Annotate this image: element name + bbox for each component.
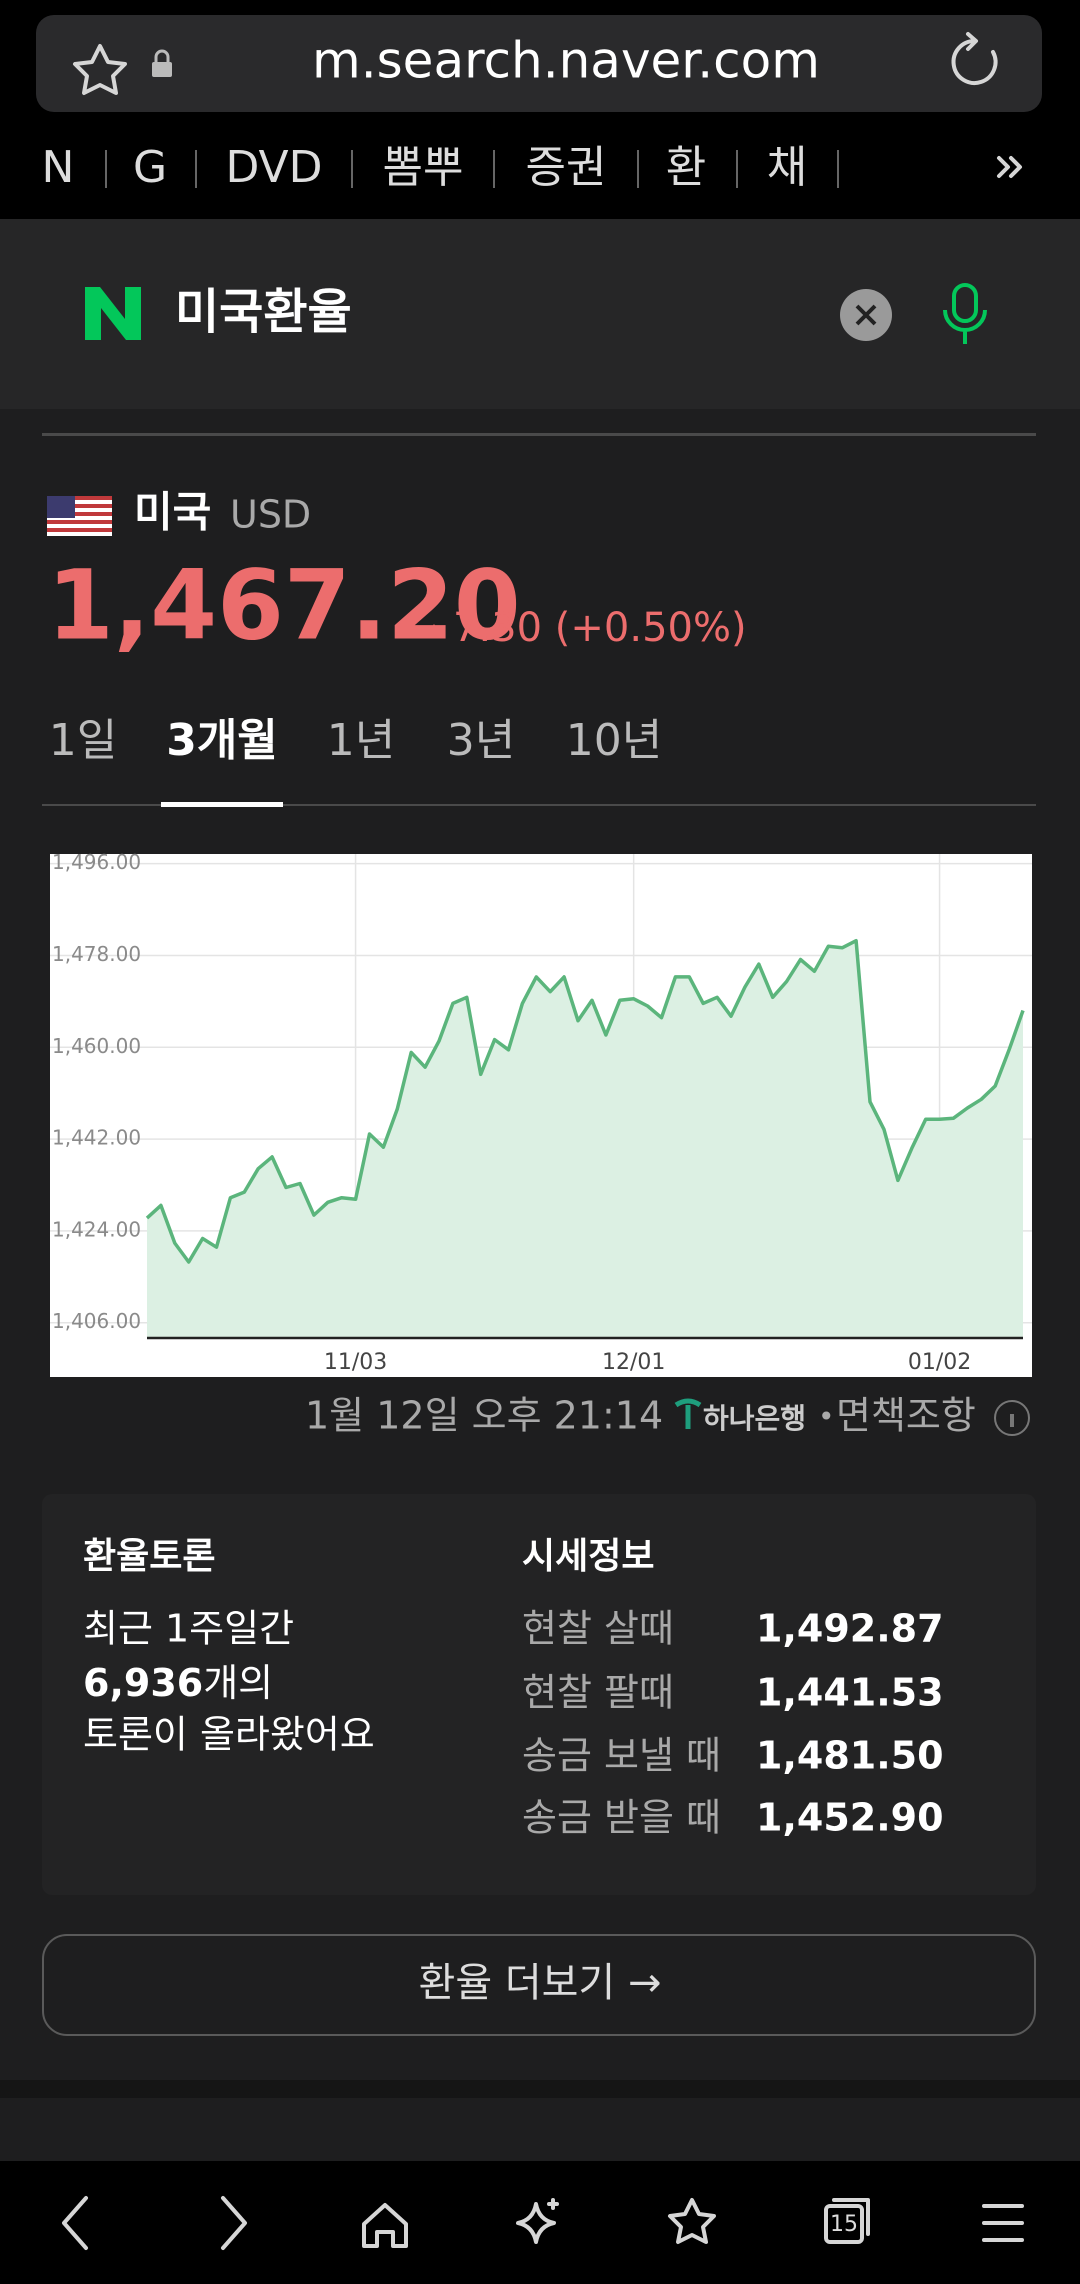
bank-logo: [674, 1398, 702, 1429]
back-icon[interactable]: [62, 2196, 88, 2250]
period-tab[interactable]: 10년: [566, 715, 662, 766]
lock-shackle: [154, 49, 170, 62]
section-gap: [0, 2080, 1080, 2098]
y-tick-label: 1,406.00: [52, 1309, 141, 1333]
selected-tab-underline: [161, 802, 283, 807]
update-time: 1월 12일 오후 21:14: [305, 1394, 663, 1438]
y-tick-label: 1,442.00: [52, 1126, 141, 1150]
menu-icon[interactable]: [982, 2204, 1024, 2242]
star-icon[interactable]: [73, 44, 127, 95]
home-icon[interactable]: [362, 2203, 408, 2248]
rate-value: 1,452.90: [756, 1796, 944, 1840]
period-tab[interactable]: 1일: [49, 715, 117, 766]
bookmark[interactable]: 뽐뿌: [383, 142, 464, 193]
area: [147, 940, 1023, 1338]
y-tick-label: 1,424.00: [52, 1217, 141, 1241]
rate-value: 1,441.53: [756, 1671, 944, 1715]
separator: •: [818, 1400, 835, 1433]
bookmark[interactable]: N: [42, 142, 75, 193]
y-tick-label: 1,496.00: [52, 850, 141, 874]
bookmark[interactable]: G: [133, 142, 167, 193]
price-change: 7.30 (+0.50%): [453, 605, 747, 651]
bottom-nav: [0, 2161, 1080, 2284]
more-button[interactable]: [42, 1934, 1036, 2036]
bookmark-separator: [105, 150, 107, 188]
rate-rows: 현찰 살때 1,492.87 현찰 팔때 1,441.53 송금 보낼 때 1,481.5…: [522, 1607, 944, 1840]
info-i: [1010, 1414, 1014, 1427]
clear-x: [855, 304, 877, 326]
rate-label: 현찰 살때: [522, 1607, 674, 1651]
discussion-title[interactable]: 환율토론: [83, 1536, 215, 1577]
bookmark[interactable]: DVD: [225, 142, 322, 193]
count-suffix: 개의: [203, 1661, 273, 1705]
country-name: 미국: [134, 488, 211, 537]
bank-name: 하나은행: [703, 1402, 806, 1435]
rate-label: 송금 보낼 때: [522, 1734, 721, 1778]
x-tick-label: 11/03: [324, 1350, 387, 1375]
period-tab[interactable]: 3개월: [166, 715, 278, 766]
bookmark-separator: [736, 150, 738, 188]
currency-code: USD: [230, 493, 311, 537]
lock-icon: [152, 62, 172, 77]
info-card: [42, 1494, 1036, 1895]
period-tabs: 1일 3개월 1년 3년 10년: [49, 715, 662, 766]
rate-value: 1,481.50: [756, 1734, 944, 1778]
forward-icon[interactable]: [221, 2196, 247, 2250]
bookmark-separator: [637, 150, 639, 188]
rate-value: 1,492.87: [756, 1607, 944, 1651]
period-tab[interactable]: 1년: [327, 715, 395, 766]
tabs-icon[interactable]: [824, 2204, 864, 2244]
rate-label: 송금 받을 때: [522, 1796, 721, 1840]
y-tick-label: 1,460.00: [52, 1034, 141, 1058]
tabs-icon-back: [832, 2198, 870, 2236]
tabs-divider: [42, 804, 1036, 806]
chart: 1,406.00 1,424.00 1,442.00 1,460.00 1,478.00…: [50, 850, 1032, 1375]
bookmark[interactable]: 증권: [526, 142, 607, 193]
mic-stand: [943, 309, 987, 344]
url-bar[interactable]: [36, 15, 1042, 112]
tabs-count[interactable]: 15: [830, 2212, 858, 2237]
divider: [42, 433, 1036, 436]
info-icon[interactable]: [994, 1400, 1030, 1436]
reload-icon[interactable]: [951, 32, 998, 85]
search-query[interactable]: 미국환율: [175, 284, 352, 340]
discussion-line: 토론이 올라왔어요: [83, 1713, 375, 1757]
bookmark-bar: N G DVD 뽐뿌 증권 환 채: [42, 142, 839, 193]
price: 1,467.20: [47, 549, 521, 661]
line: [145, 938, 1025, 1264]
bookmark[interactable]: 채: [767, 142, 807, 193]
disclaimer[interactable]: 면책조항: [836, 1394, 976, 1438]
more-button-label[interactable]: 환율 더보기 →: [419, 1960, 662, 2006]
info-title: 시세정보: [522, 1536, 654, 1577]
us-flag: [47, 496, 112, 536]
bookmark-separator: [493, 150, 495, 188]
more-icon[interactable]: [997, 156, 1022, 178]
naver-logo[interactable]: [85, 287, 141, 340]
url-text[interactable]: m.search.naver.com: [312, 32, 820, 90]
discussion-count: 6,936개의: [83, 1661, 273, 1705]
count: 6,936: [83, 1661, 203, 1705]
bookmark-separator: [837, 150, 839, 188]
bookmark-icon[interactable]: [668, 2198, 716, 2244]
up-triangle: [426, 624, 442, 636]
x-tick-label: 12/01: [602, 1350, 665, 1375]
search-bar: [0, 219, 1080, 409]
y-tick-label: 1,478.00: [52, 942, 141, 966]
period-tab[interactable]: 3년: [447, 715, 515, 766]
x-tick-label: 01/02: [908, 1350, 971, 1375]
bookmark[interactable]: 환: [666, 142, 706, 193]
discussion-line: 최근 1주일간: [83, 1607, 294, 1651]
ai-icon[interactable]: [516, 2198, 559, 2244]
rate-label: 현찰 팔때: [522, 1671, 674, 1715]
bookmark-separator: [351, 150, 353, 188]
bookmark-separator: [195, 150, 197, 188]
mic-icon[interactable]: [952, 283, 978, 323]
